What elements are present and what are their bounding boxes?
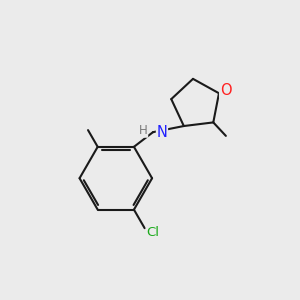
Text: O: O [220,83,231,98]
Text: H: H [139,124,148,137]
Text: N: N [157,125,167,140]
Text: Cl: Cl [146,226,160,239]
